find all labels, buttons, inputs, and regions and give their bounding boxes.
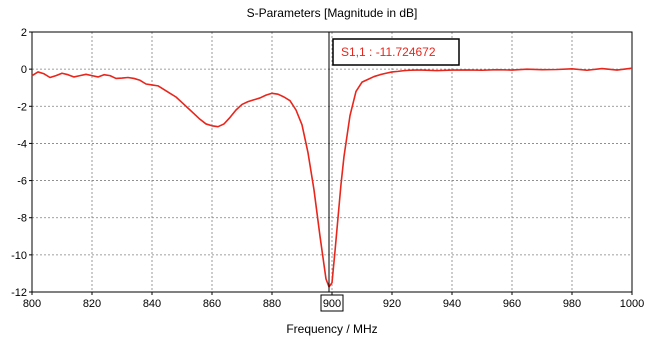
marker-label-box — [332, 38, 460, 66]
x-tick-label: 880 — [263, 298, 281, 310]
y-tick-label: 0 — [21, 64, 27, 76]
x-tick-label: 980 — [563, 298, 581, 310]
y-tick-label: -6 — [17, 176, 27, 188]
y-tick-label: -2 — [17, 101, 27, 113]
x-tick-label: 920 — [383, 298, 401, 310]
series-layer — [31, 67, 633, 288]
y-tick-label: -8 — [17, 213, 27, 225]
marker-label: S1,1 : -11.724672 — [341, 45, 436, 59]
grid-layer — [32, 32, 632, 292]
x-tick-label: 840 — [143, 298, 161, 310]
x-tick-label: 1000 — [620, 298, 644, 310]
x-tick-label: 820 — [83, 298, 101, 310]
marker-layer: S1,1 : -11.724672 — [328, 32, 460, 292]
x-tick-label: 900 — [323, 298, 341, 310]
chart-title: S-Parameters [Magnitude in dB] — [247, 6, 418, 20]
y-tick-label: -10 — [11, 250, 27, 262]
x-tick-label: 940 — [443, 298, 461, 310]
axis-layer: 800 820 840 860 880 900 920 940 960 980 1000 2 0 -2 -4… — [11, 27, 644, 312]
series-line-s11 — [31, 67, 633, 288]
y-tick-label: -12 — [11, 287, 27, 299]
x-tick-highlight-box — [320, 294, 344, 312]
x-tick-label: 860 — [203, 298, 221, 310]
x-tick-label: 960 — [503, 298, 521, 310]
y-tick-label: -4 — [17, 138, 27, 150]
x-tick-label: 800 — [23, 298, 41, 310]
y-tick-label: 2 — [21, 27, 27, 39]
plot-frame — [31, 31, 633, 293]
x-axis-label: Frequency / MHz — [286, 322, 377, 336]
